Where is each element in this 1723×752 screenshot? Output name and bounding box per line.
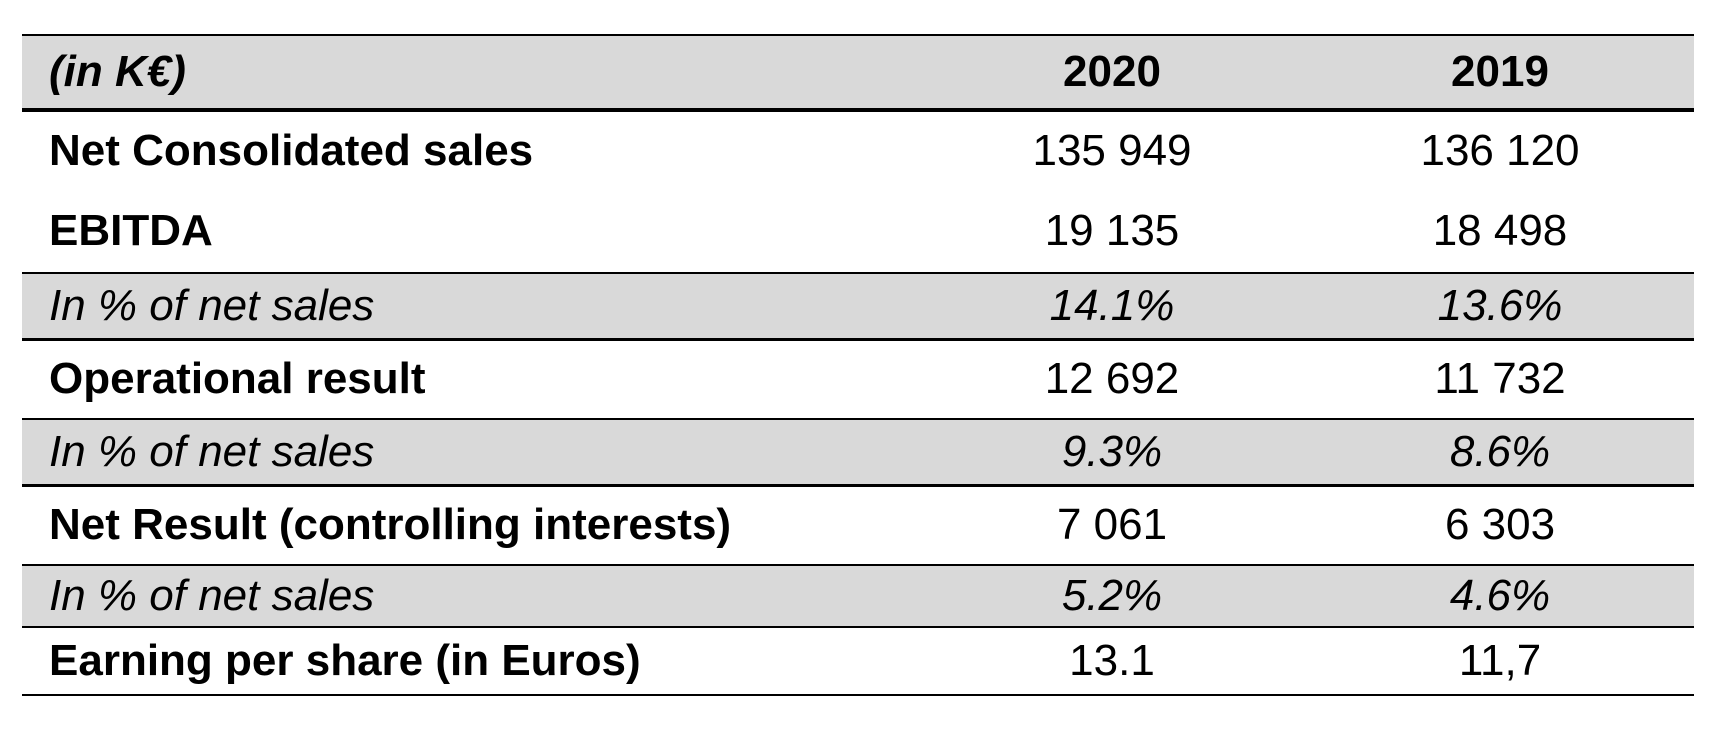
- row-label: In % of net sales: [22, 273, 918, 341]
- value-2020: 135 949: [1032, 126, 1192, 175]
- row-label: In % of net sales: [22, 419, 918, 487]
- table-row-earning-per-share: Earning per share (in Euros) 13.1 11,7: [22, 627, 1694, 696]
- value-2019: 6 303: [1306, 485, 1694, 566]
- row-label: In % of net sales: [22, 565, 918, 628]
- value-2020: 5.2%: [918, 565, 1306, 628]
- row-label: Operational result: [22, 339, 918, 420]
- row-label: EBITDA: [22, 190, 918, 274]
- value-2019: 11,7: [1306, 627, 1694, 696]
- row-label: Net Result (controlling interests): [22, 485, 918, 566]
- row-label: Earning per share (in Euros): [22, 627, 918, 696]
- table-row-operational-result: Operational result 12 692 11 732: [22, 339, 1694, 420]
- value-2019: 8.6%: [1306, 419, 1694, 487]
- table-row-operational-percent: In % of net sales 9.3% 8.6%: [22, 419, 1694, 487]
- unit-label: (in K€): [22, 34, 918, 112]
- value-2020: 13.1: [918, 627, 1306, 696]
- table-row-net-consolidated-sales: Net Consolidated sales 135 949 136 120: [22, 110, 1694, 190]
- column-header-2019: 2019: [1306, 34, 1694, 112]
- value-2020: 14.1%: [918, 273, 1306, 341]
- table-row-ebitda-percent: In % of net sales 14.1% 13.6%: [22, 273, 1694, 341]
- value-2019: 13.6%: [1306, 273, 1694, 341]
- value-2020: 19 135: [918, 190, 1306, 274]
- row-label: Net Consolidated sales: [49, 126, 534, 175]
- value-2019: 4.6%: [1306, 565, 1694, 628]
- value-2019: 18 498: [1306, 190, 1694, 274]
- column-header-2020: 2020: [918, 34, 1306, 112]
- table-header-row: (in K€) 2020 2019: [22, 34, 1694, 112]
- value-2020: 9.3%: [918, 419, 1306, 487]
- value-2020: 12 692: [918, 339, 1306, 420]
- table-row-net-result: Net Result (controlling interests) 7 061…: [22, 485, 1694, 566]
- table-row-ebitda: EBITDA 19 135 18 498: [22, 190, 1694, 274]
- value-2020: 7 061: [918, 485, 1306, 566]
- value-2019: 11 732: [1306, 339, 1694, 420]
- table-row-net-result-percent: In % of net sales 5.2% 4.6%: [22, 565, 1694, 628]
- financial-summary-table: (in K€) 2020 2019 Net Consolidated sales…: [22, 34, 1694, 696]
- value-2019: 136 120: [1420, 126, 1580, 175]
